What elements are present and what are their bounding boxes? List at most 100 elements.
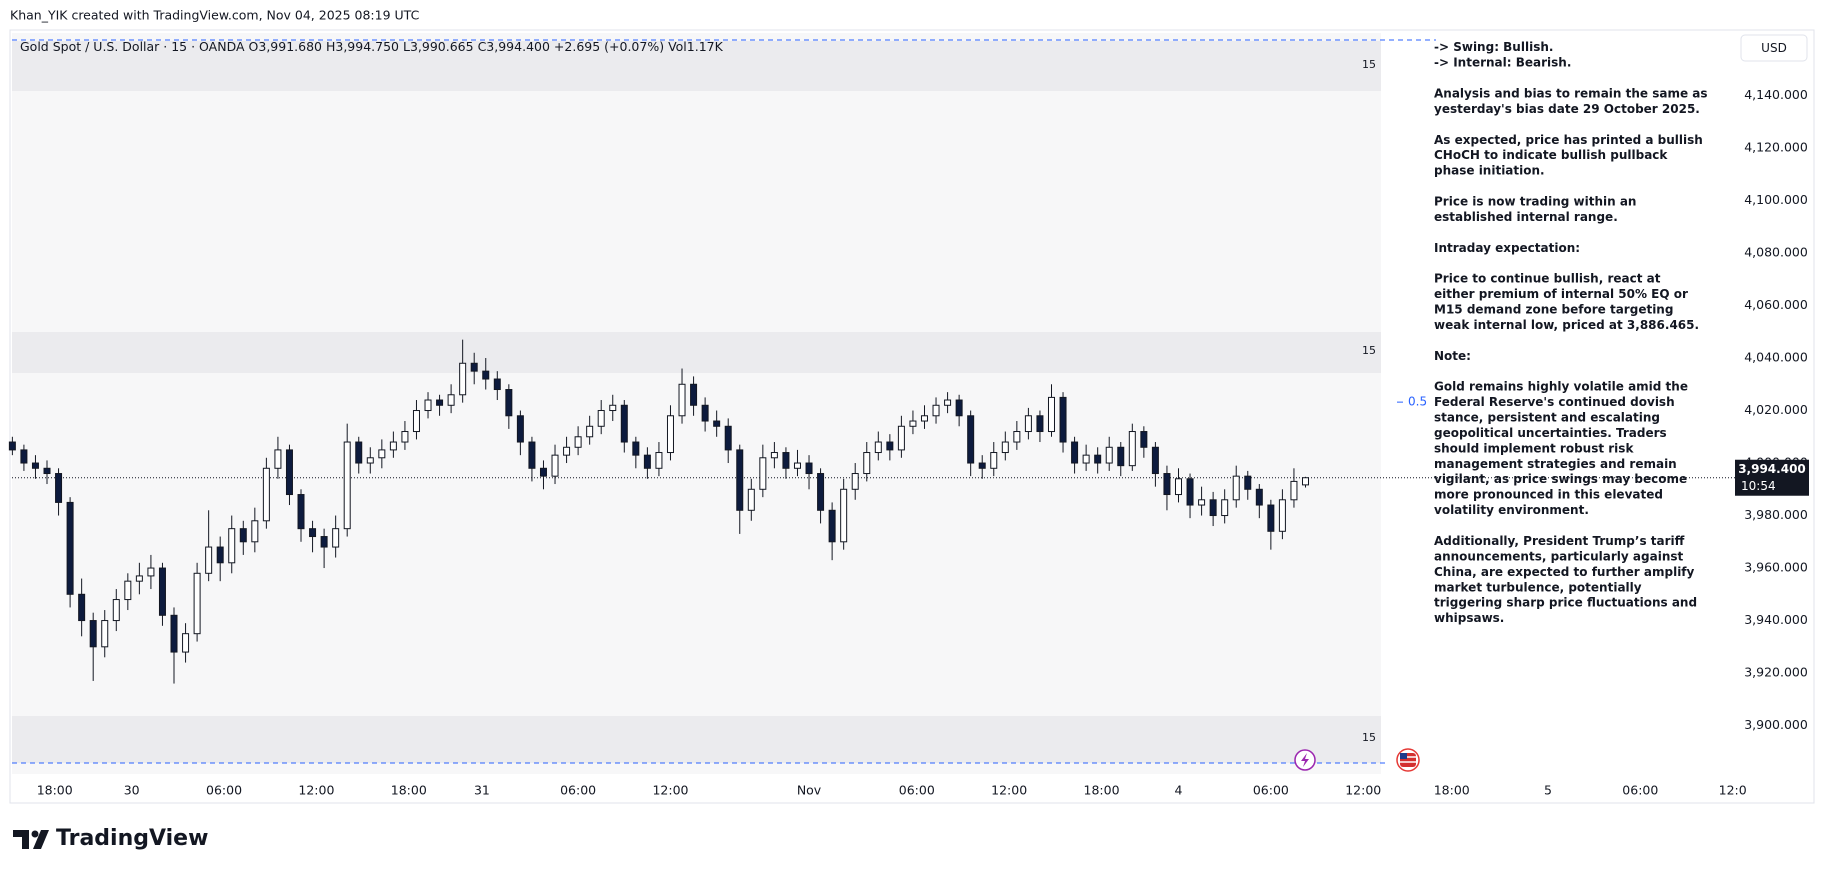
x-tick-label: 18:00 <box>1434 783 1470 798</box>
candle-body <box>1290 480 1298 501</box>
note-line: volatility environment. <box>1434 503 1589 517</box>
candle-body <box>170 614 178 653</box>
candle-body <box>690 383 698 406</box>
note-line: yesterday's bias date 29 October 2025. <box>1434 102 1700 116</box>
session-label: 15 <box>1362 731 1376 744</box>
candle-body <box>1094 454 1102 464</box>
candle-body <box>1151 446 1159 475</box>
candle-body <box>539 467 547 477</box>
candle-body <box>1186 478 1194 506</box>
candle-body <box>597 410 605 427</box>
candle-body <box>343 441 351 530</box>
y-tick-label: 4,120.000 <box>1744 139 1808 154</box>
note-line: weak internal low, priced at 3,886.465. <box>1434 318 1699 332</box>
candle-body <box>424 399 432 412</box>
session-band <box>12 716 1381 763</box>
candle-body <box>436 399 444 406</box>
x-tick-label: 12:00 <box>991 783 1027 798</box>
candle-body <box>378 449 386 459</box>
candle-body <box>8 441 16 451</box>
note-line: market turbulence, potentially <box>1434 580 1642 594</box>
y-tick-label: 3,960.000 <box>1744 560 1808 575</box>
x-tick-label: 06:00 <box>1253 783 1289 798</box>
candle-body <box>55 473 63 503</box>
candle-body <box>701 404 709 422</box>
session-label: 15 <box>1362 58 1376 71</box>
candle-body <box>228 528 236 564</box>
candle-body <box>944 399 952 406</box>
candle-body <box>1198 499 1206 506</box>
candle-body <box>470 362 478 372</box>
x-tick-label: 06:00 <box>206 783 242 798</box>
candle-body <box>1174 478 1182 496</box>
candle-body <box>1232 475 1240 501</box>
flag-canton <box>1400 753 1407 759</box>
candle-body <box>782 452 790 469</box>
candle-body <box>182 633 190 653</box>
candle-body <box>967 415 975 464</box>
x-tick-label: 18:00 <box>1084 783 1120 798</box>
candle-body <box>366 457 374 464</box>
candle-body <box>147 567 155 577</box>
y-tick-label: 4,080.000 <box>1744 245 1808 260</box>
currency-box[interactable] <box>1740 34 1808 62</box>
note-line: whipsaws. <box>1434 611 1504 625</box>
note-line: Price is now trading within an <box>1434 195 1636 209</box>
candle-body <box>505 389 513 417</box>
last-price-label: 3,994.400 <box>1738 462 1806 476</box>
y-tick-label: 4,020.000 <box>1744 402 1808 417</box>
candle-body <box>1209 499 1217 517</box>
candle-body <box>332 528 340 548</box>
x-tick-label: 12:00 <box>298 783 334 798</box>
candle-body <box>239 528 247 543</box>
session-band <box>12 41 1381 91</box>
note-line: Federal Reserve's continued dovish <box>1434 395 1675 409</box>
candle-body <box>886 441 894 451</box>
candle-body <box>609 404 617 412</box>
candle-body <box>31 462 39 469</box>
logo-shape <box>31 830 39 838</box>
candle-body <box>1071 441 1079 464</box>
candle-body <box>551 454 559 477</box>
candle-body <box>262 467 270 522</box>
event-icon-bolt <box>1301 753 1309 767</box>
candle-body <box>1105 446 1113 464</box>
x-tick-label: 06:00 <box>560 783 596 798</box>
candle-body <box>828 509 836 543</box>
candle-body <box>666 415 674 454</box>
note-line: stance, persistent and escalating <box>1434 411 1660 425</box>
note-line: phase initiation. <box>1434 164 1545 178</box>
candle-body <box>805 462 813 475</box>
y-tick-label: 4,140.000 <box>1744 87 1808 102</box>
note-line: -> Internal: Bearish. <box>1434 56 1571 70</box>
note-line: management strategies and remain <box>1434 457 1677 471</box>
candle-body <box>1117 446 1125 467</box>
x-tick-label: 12:00 <box>652 783 688 798</box>
note-line: established internal range. <box>1434 210 1618 224</box>
candle-body <box>193 572 201 635</box>
candle-body <box>851 473 859 490</box>
candle-body <box>135 575 143 582</box>
y-tick-label: 4,100.000 <box>1744 192 1808 207</box>
y-tick-label: 4,060.000 <box>1744 297 1808 312</box>
candle-body <box>101 620 109 648</box>
candle-body <box>978 462 986 469</box>
note-line: -> Swing: Bullish. <box>1434 40 1553 54</box>
candle-body <box>516 415 524 443</box>
currency[interactable]: USD <box>1761 41 1787 55</box>
candle-body <box>43 467 51 475</box>
legend-high: H3,994.750 <box>326 39 399 54</box>
chart-pane <box>9 29 1815 804</box>
y-tick-label: 3,900.000 <box>1744 717 1808 732</box>
candle-body <box>1267 504 1275 532</box>
candle-body <box>297 494 305 530</box>
candle-body <box>897 425 905 451</box>
candle-body <box>736 449 744 511</box>
candle-body <box>1013 431 1021 443</box>
legend-close: C3,994.400 <box>478 39 550 54</box>
session-band <box>12 332 1381 373</box>
candle-body <box>678 383 686 417</box>
note-line: geopolitical uncertainties. Traders <box>1434 426 1667 440</box>
candle-body <box>447 394 455 406</box>
x-tick-label: 06:00 <box>1622 783 1658 798</box>
